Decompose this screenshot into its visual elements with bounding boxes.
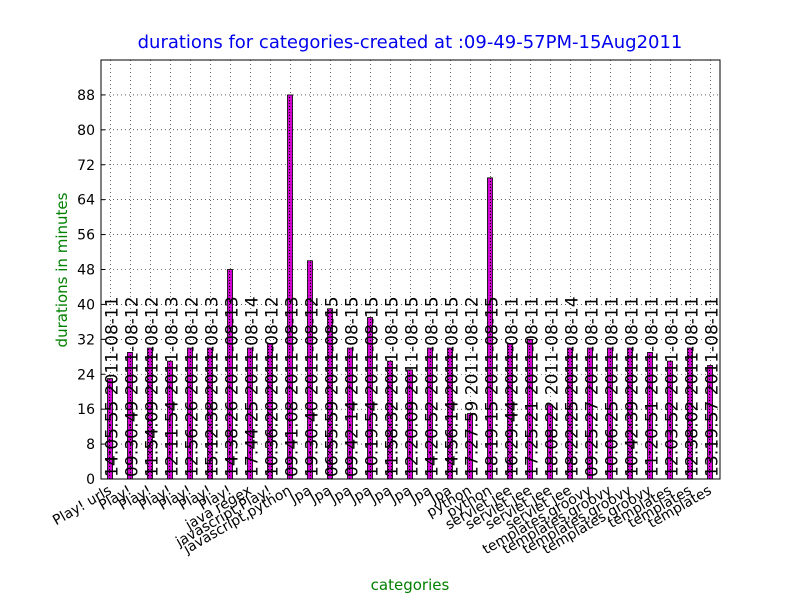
bar-label: 09:25:27 2011-08-11 xyxy=(583,296,603,477)
y-tick-label: 80 xyxy=(77,123,95,139)
bar-label: 10:06:25 2011-08-11 xyxy=(603,296,623,477)
bar-label: 14:56:14 2011-08-15 xyxy=(443,296,463,477)
y-tick-label: 8 xyxy=(86,437,95,453)
y-tick-label: 24 xyxy=(77,367,95,383)
bar-label: 10:19:54 2011-08-15 xyxy=(363,296,383,477)
bar-label: 17:44:25 2011-08-14 xyxy=(243,296,263,477)
bar-label: 14:05:55 2011-08-11 xyxy=(103,296,123,477)
bar-label: 10:36:20 2011-08-12 xyxy=(263,296,283,477)
bar-label: 12:56:26 2011-08-12 xyxy=(183,296,203,477)
y-tick-label: 48 xyxy=(77,263,95,279)
bar-label: 10:42:39 2011-08-11 xyxy=(623,296,643,477)
bar-label: 12:20:09 2011-08-15 xyxy=(403,296,423,477)
bar-label: 14:20:52 2011-08-15 xyxy=(423,296,443,477)
bar-label: 18:19:15 2011-08-15 xyxy=(483,296,503,477)
chart-title: durations for categories-created at :09-… xyxy=(138,32,683,53)
bar-label: 12:11:54 2011-08-13 xyxy=(163,296,183,477)
bar-label: 16:29:44 2011-08-11 xyxy=(503,296,523,477)
bar-label: 09:30:49 2011-08-12 xyxy=(123,296,143,477)
y-tick-label: 0 xyxy=(86,472,95,488)
bar-label: 09:41:08 2011-08-13 xyxy=(283,296,303,477)
bar-label: 18:22:25 2011-08-14 xyxy=(563,296,583,477)
bar-label: 11:58:32 2011-08-15 xyxy=(383,296,403,477)
y-tick-label: 64 xyxy=(77,193,95,209)
bar-label: 11:20:51 2011-08-11 xyxy=(643,296,663,477)
y-tick-label: 72 xyxy=(77,158,95,174)
bar-label: 19:30:40 2011-08-12 xyxy=(303,296,323,477)
bar-label: 14:38:26 2011-08-13 xyxy=(223,296,243,477)
bar-label: 15:12:38 2011-08-13 xyxy=(203,296,223,477)
y-tick-label: 40 xyxy=(77,297,95,313)
y-tick-label: 32 xyxy=(77,332,95,348)
bar-label: 09:42:14 2011-08-15 xyxy=(343,296,363,477)
bar-label: 12:38:02 2011-08-11 xyxy=(683,296,703,477)
y-tick-label: 56 xyxy=(77,228,95,244)
plot-frame xyxy=(100,59,721,480)
bar-label: 13:19:57 2011-08-11 xyxy=(703,296,723,477)
x-axis-label: categories xyxy=(371,576,450,594)
bar-label: 12:03:52 2011-08-11 xyxy=(663,296,683,477)
bar-label: 18:08:22 2011-08-11 xyxy=(543,296,563,477)
y-tick-label: 88 xyxy=(77,88,95,104)
bar-label: 06:55:59 2011-08-15 xyxy=(323,296,343,477)
y-axis-label: durations in minutes xyxy=(53,192,71,347)
y-tick-label: 16 xyxy=(77,402,95,418)
bar-label: 17:25:21 2011-08-11 xyxy=(523,296,543,477)
bar-label: 11:54:09 2011-08-12 xyxy=(143,296,163,477)
bar-label: 17:27:59 2011-08-12 xyxy=(463,296,483,477)
